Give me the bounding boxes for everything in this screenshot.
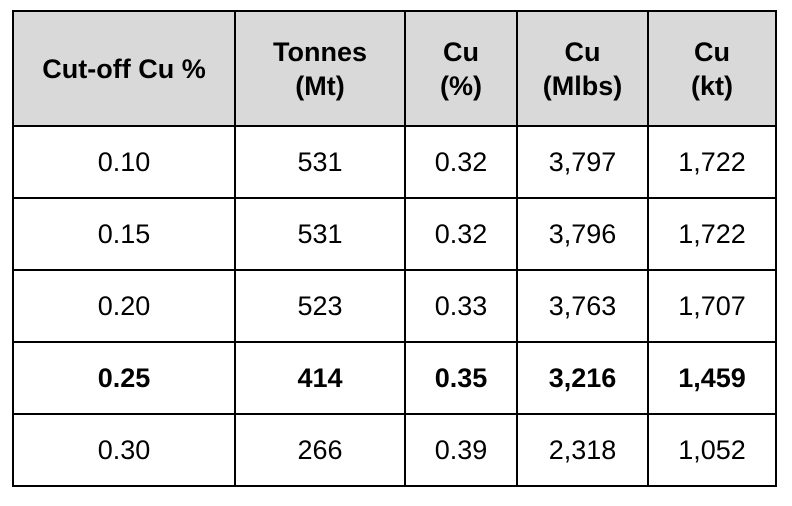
header-cu-kt-line2: (kt) [691, 70, 733, 101]
header-tonnes-line2: (Mt) [295, 70, 345, 101]
cell-cu-mlbs: 3,796 [516, 197, 649, 271]
grade-tonnage-table: Cut-off Cu % Tonnes (Mt) Cu (%) Cu (Mlbs… [12, 10, 777, 487]
cell-cutoff: 0.25 [12, 341, 236, 415]
cell-tonnes: 523 [234, 269, 406, 343]
cell-cutoff: 0.30 [12, 413, 236, 487]
header-tonnes-line1: Tonnes [273, 36, 367, 67]
cell-cu-mlbs: 3,797 [516, 125, 649, 199]
header-cu-pct-line2: (%) [440, 70, 482, 101]
cell-cu-kt: 1,459 [647, 341, 777, 415]
table-row: 0.20 523 0.33 3,763 1,707 [12, 269, 777, 343]
header-cu-mlbs-line1: Cu [564, 36, 601, 67]
cell-cu-pct: 0.39 [404, 413, 518, 487]
header-cu-kt-line1: Cu [694, 36, 730, 67]
cell-tonnes: 531 [234, 125, 406, 199]
header-cu-kt: Cu (kt) [647, 10, 777, 127]
header-cu-mlbs: Cu (Mlbs) [516, 10, 649, 127]
cell-cu-pct: 0.35 [404, 341, 518, 415]
header-row: Cut-off Cu % Tonnes (Mt) Cu (%) Cu (Mlbs… [12, 10, 777, 127]
table-row: 0.10 531 0.32 3,797 1,722 [12, 125, 777, 199]
cell-tonnes: 414 [234, 341, 406, 415]
cell-cu-kt: 1,052 [647, 413, 777, 487]
cell-tonnes: 531 [234, 197, 406, 271]
cell-cu-kt: 1,707 [647, 269, 777, 343]
cell-cu-kt: 1,722 [647, 197, 777, 271]
header-cutoff-cu-label: Cut-off Cu % [42, 53, 206, 84]
header-cutoff-cu: Cut-off Cu % [12, 10, 236, 127]
table-header: Cut-off Cu % Tonnes (Mt) Cu (%) Cu (Mlbs… [12, 10, 777, 127]
table-body: 0.10 531 0.32 3,797 1,722 0.15 531 0.32 … [12, 125, 777, 487]
cell-cu-mlbs: 3,216 [516, 341, 649, 415]
cell-cutoff: 0.10 [12, 125, 236, 199]
cell-tonnes: 266 [234, 413, 406, 487]
cell-cu-mlbs: 3,763 [516, 269, 649, 343]
cell-cutoff: 0.20 [12, 269, 236, 343]
cell-cu-kt: 1,722 [647, 125, 777, 199]
table-row: 0.15 531 0.32 3,796 1,722 [12, 197, 777, 271]
header-tonnes: Tonnes (Mt) [234, 10, 406, 127]
cell-cutoff: 0.15 [12, 197, 236, 271]
cell-cu-pct: 0.33 [404, 269, 518, 343]
cell-cu-mlbs: 2,318 [516, 413, 649, 487]
cell-cu-pct: 0.32 [404, 197, 518, 271]
header-cu-pct-line1: Cu [443, 36, 479, 67]
header-cu-pct: Cu (%) [404, 10, 518, 127]
table-row: 0.30 266 0.39 2,318 1,052 [12, 413, 777, 487]
table-row-highlighted: 0.25 414 0.35 3,216 1,459 [12, 341, 777, 415]
header-cu-mlbs-line2: (Mlbs) [542, 70, 623, 101]
cell-cu-pct: 0.32 [404, 125, 518, 199]
